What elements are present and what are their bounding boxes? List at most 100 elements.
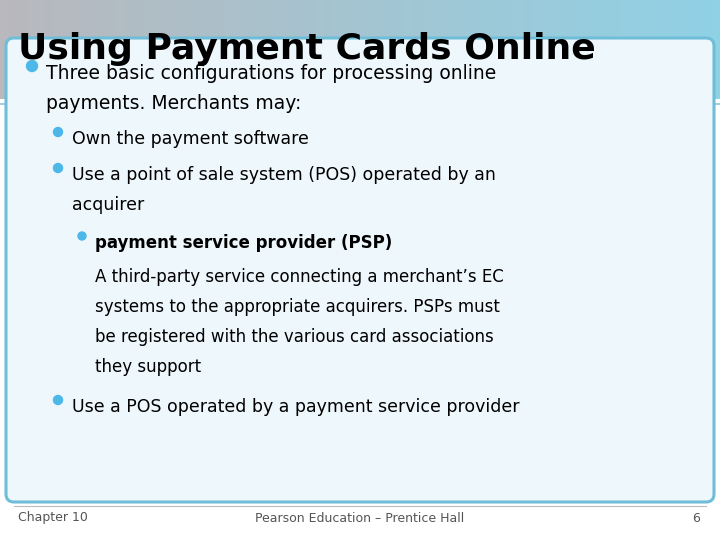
Bar (306, 0, 315, 99)
Bar (702, 0, 711, 99)
Bar (585, 0, 595, 99)
Bar (711, 0, 720, 99)
Text: 6: 6 (692, 511, 700, 524)
Bar (0, 103, 720, 105)
Text: Pearson Education – Prentice Hall: Pearson Education – Prentice Hall (256, 511, 464, 524)
Bar (270, 0, 279, 99)
Circle shape (53, 164, 63, 172)
Bar (135, 0, 145, 99)
Bar (216, 0, 225, 99)
Bar (495, 0, 505, 99)
Bar (450, 0, 459, 99)
Bar (0, 99, 720, 102)
Bar (234, 0, 243, 99)
Text: acquirer: acquirer (72, 196, 144, 214)
Bar (288, 0, 297, 99)
Text: Own the payment software: Own the payment software (72, 130, 309, 148)
Bar (18, 0, 27, 99)
Bar (486, 0, 495, 99)
Bar (648, 0, 657, 99)
Bar (360, 0, 369, 99)
Bar (405, 0, 415, 99)
Bar (675, 0, 685, 99)
Circle shape (53, 127, 63, 137)
Bar (90, 0, 99, 99)
Bar (126, 0, 135, 99)
Text: payments. Merchants may:: payments. Merchants may: (46, 94, 302, 113)
Bar (396, 0, 405, 99)
Bar (333, 0, 343, 99)
FancyBboxPatch shape (6, 38, 714, 502)
Bar (594, 0, 603, 99)
Bar (378, 0, 387, 99)
Bar (243, 0, 253, 99)
Bar (72, 0, 81, 99)
Bar (153, 0, 163, 99)
Bar (531, 0, 541, 99)
Bar (603, 0, 613, 99)
Bar (558, 0, 567, 99)
Bar (369, 0, 379, 99)
Bar (63, 0, 73, 99)
Bar (657, 0, 667, 99)
Bar (279, 0, 289, 99)
Text: Three basic configurations for processing online: Three basic configurations for processin… (46, 64, 496, 83)
Bar (162, 0, 171, 99)
Bar (441, 0, 451, 99)
Bar (666, 0, 675, 99)
Bar (171, 0, 181, 99)
Text: payment service provider (PSP): payment service provider (PSP) (95, 234, 392, 252)
Bar (684, 0, 693, 99)
Text: be registered with the various card associations: be registered with the various card asso… (95, 328, 494, 346)
Bar (342, 0, 351, 99)
Bar (513, 0, 523, 99)
Bar (693, 0, 703, 99)
Text: Using Payment Cards Online: Using Payment Cards Online (18, 32, 595, 66)
Text: Use a point of sale system (POS) operated by an: Use a point of sale system (POS) operate… (72, 166, 496, 184)
Bar (198, 0, 207, 99)
Bar (117, 0, 127, 99)
Bar (432, 0, 441, 99)
Text: A third-party service connecting a merchant’s EC: A third-party service connecting a merch… (95, 268, 504, 286)
Bar (522, 0, 531, 99)
Text: Use a POS operated by a payment service provider: Use a POS operated by a payment service … (72, 398, 520, 416)
Bar (567, 0, 577, 99)
Bar (189, 0, 199, 99)
Circle shape (78, 232, 86, 240)
Bar (468, 0, 477, 99)
Bar (549, 0, 559, 99)
Bar (387, 0, 397, 99)
Bar (414, 0, 423, 99)
Bar (99, 0, 109, 99)
Text: Chapter 10: Chapter 10 (18, 511, 88, 524)
Bar (621, 0, 631, 99)
Bar (315, 0, 325, 99)
Text: systems to the appropriate acquirers. PSPs must: systems to the appropriate acquirers. PS… (95, 298, 500, 316)
Text: they support: they support (95, 358, 201, 376)
Bar (27, 0, 37, 99)
Bar (261, 0, 271, 99)
Bar (36, 0, 45, 99)
Bar (144, 0, 153, 99)
Bar (540, 0, 549, 99)
Bar (297, 0, 307, 99)
Bar (639, 0, 649, 99)
Bar (81, 0, 91, 99)
Bar (252, 0, 261, 99)
Bar (576, 0, 585, 99)
Bar (351, 0, 361, 99)
Bar (612, 0, 621, 99)
Circle shape (53, 395, 63, 404)
Bar (225, 0, 235, 99)
Bar (423, 0, 433, 99)
Bar (54, 0, 63, 99)
Bar (207, 0, 217, 99)
Bar (45, 0, 55, 99)
Bar (0, 0, 9, 99)
Bar (630, 0, 639, 99)
Bar (9, 0, 19, 99)
Circle shape (27, 60, 37, 71)
Bar (477, 0, 487, 99)
Bar (180, 0, 189, 99)
Bar (504, 0, 513, 99)
